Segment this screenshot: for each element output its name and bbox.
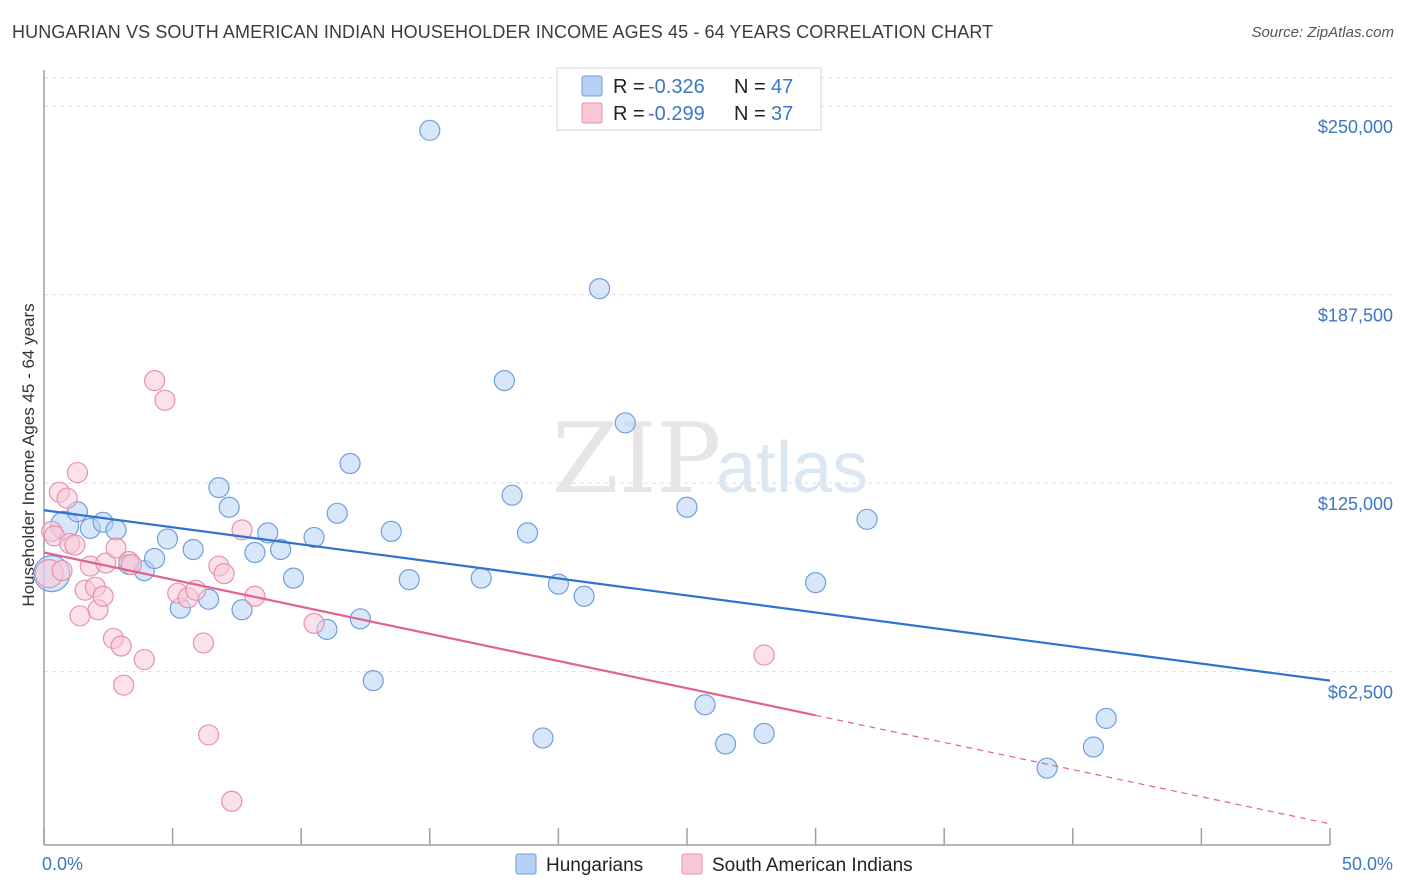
point-south-american-indians xyxy=(69,605,91,627)
x-tick-marks xyxy=(43,828,1331,845)
watermark-atlas: atlas xyxy=(716,428,868,508)
point-south-american-indians xyxy=(133,648,155,671)
points-layer xyxy=(33,119,1117,812)
x-tick-label-max: 50.0% xyxy=(1342,854,1393,874)
point-hungarians xyxy=(804,572,827,594)
point-hungarians xyxy=(573,585,595,607)
legend-swatch-hungarians xyxy=(581,75,603,97)
chart-title: HUNGARIAN VS SOUTH AMERICAN INDIAN HOUSE… xyxy=(12,22,994,42)
legend-r-value-2: -0.299 xyxy=(648,103,705,125)
point-hungarians xyxy=(753,722,775,745)
point-hungarians xyxy=(516,522,539,544)
point-hungarians xyxy=(156,528,179,550)
point-south-american-indians xyxy=(154,389,176,411)
legend-swatch-south-american-indians xyxy=(581,102,603,124)
point-hungarians xyxy=(257,522,279,544)
point-south-american-indians xyxy=(753,644,775,666)
point-hungarians xyxy=(326,502,348,524)
point-hungarians xyxy=(282,567,305,589)
point-hungarians xyxy=(714,733,737,755)
point-south-american-indians xyxy=(198,724,220,746)
point-hungarians xyxy=(1082,736,1104,758)
legend-r-label-1: R = xyxy=(613,76,645,98)
point-hungarians xyxy=(244,541,266,564)
point-hungarians xyxy=(1036,757,1058,779)
y-tick-label: $187,500 xyxy=(1318,306,1393,326)
y-tick-label: $125,000 xyxy=(1318,494,1393,514)
point-hungarians xyxy=(501,484,523,506)
point-hungarians xyxy=(380,520,402,542)
point-hungarians xyxy=(676,496,698,518)
point-hungarians xyxy=(588,278,611,300)
legend-r-value-1: -0.326 xyxy=(648,76,705,98)
point-hungarians xyxy=(231,599,253,621)
point-south-american-indians xyxy=(105,537,127,559)
point-hungarians xyxy=(182,538,204,561)
watermark-zip: ZIP xyxy=(552,403,721,515)
point-south-american-indians xyxy=(51,559,73,582)
point-south-american-indians xyxy=(56,487,78,509)
correlation-legend: R = -0.326 N = 47 R = -0.299 N = 37 xyxy=(556,67,822,131)
point-south-american-indians xyxy=(221,790,243,812)
point-south-american-indians xyxy=(64,534,86,556)
point-hungarians xyxy=(398,569,420,591)
series-legend: Hungarians South American Indians xyxy=(515,853,913,876)
legend-n-label-1: N = xyxy=(734,76,766,98)
legend-n-value-1: 47 xyxy=(771,76,793,98)
point-hungarians xyxy=(470,567,492,589)
point-south-american-indians xyxy=(192,632,215,654)
point-hungarians xyxy=(208,477,230,499)
point-hungarians xyxy=(143,547,166,570)
grid-layer xyxy=(44,77,1393,673)
y-tick-label: $62,500 xyxy=(1328,683,1393,703)
point-south-american-indians xyxy=(113,674,135,696)
legend-n-value-2: 37 xyxy=(771,103,793,125)
y-axis-title: Householder Income Ages 45 - 64 years xyxy=(19,303,38,606)
series-legend-label-south-american-indians: South American Indians xyxy=(712,855,913,876)
source-credit: Source: ZipAtlas.com xyxy=(1251,24,1394,41)
point-south-american-indians xyxy=(143,370,166,392)
point-hungarians xyxy=(218,496,240,518)
point-hungarians xyxy=(614,412,636,434)
point-hungarians xyxy=(856,508,878,530)
series-legend-swatch-south-american-indians xyxy=(681,853,703,875)
point-hungarians xyxy=(532,727,554,749)
point-hungarians xyxy=(362,670,384,692)
series-legend-swatch-hungarians xyxy=(515,853,537,875)
legend-r-label-2: R = xyxy=(613,103,645,125)
point-hungarians xyxy=(1095,707,1117,729)
point-hungarians xyxy=(105,519,127,541)
point-south-american-indians xyxy=(303,612,325,634)
legend-n-label-2: N = xyxy=(734,103,766,125)
point-hungarians xyxy=(270,538,292,561)
trend-line-south-american-indians xyxy=(43,551,816,717)
x-tick-label-min: 0.0% xyxy=(42,854,83,874)
point-hungarians xyxy=(339,452,361,475)
point-south-american-indians xyxy=(110,635,132,657)
point-hungarians xyxy=(419,119,441,141)
point-hungarians xyxy=(694,694,716,716)
trend-line-hungarians xyxy=(43,509,1331,682)
trend-line-extrapolated xyxy=(815,714,1331,825)
y-tick-label: $250,000 xyxy=(1318,117,1393,137)
y-tick-labels: $62,500 $125,000 $187,500 $250,000 xyxy=(1318,117,1393,702)
point-hungarians xyxy=(303,526,325,549)
series-legend-label-hungarians: Hungarians xyxy=(546,855,643,876)
point-south-american-indians xyxy=(92,585,114,607)
trend-layer xyxy=(43,509,1331,825)
point-hungarians xyxy=(493,370,515,392)
point-south-american-indians xyxy=(66,461,89,484)
point-south-american-indians xyxy=(213,562,235,585)
